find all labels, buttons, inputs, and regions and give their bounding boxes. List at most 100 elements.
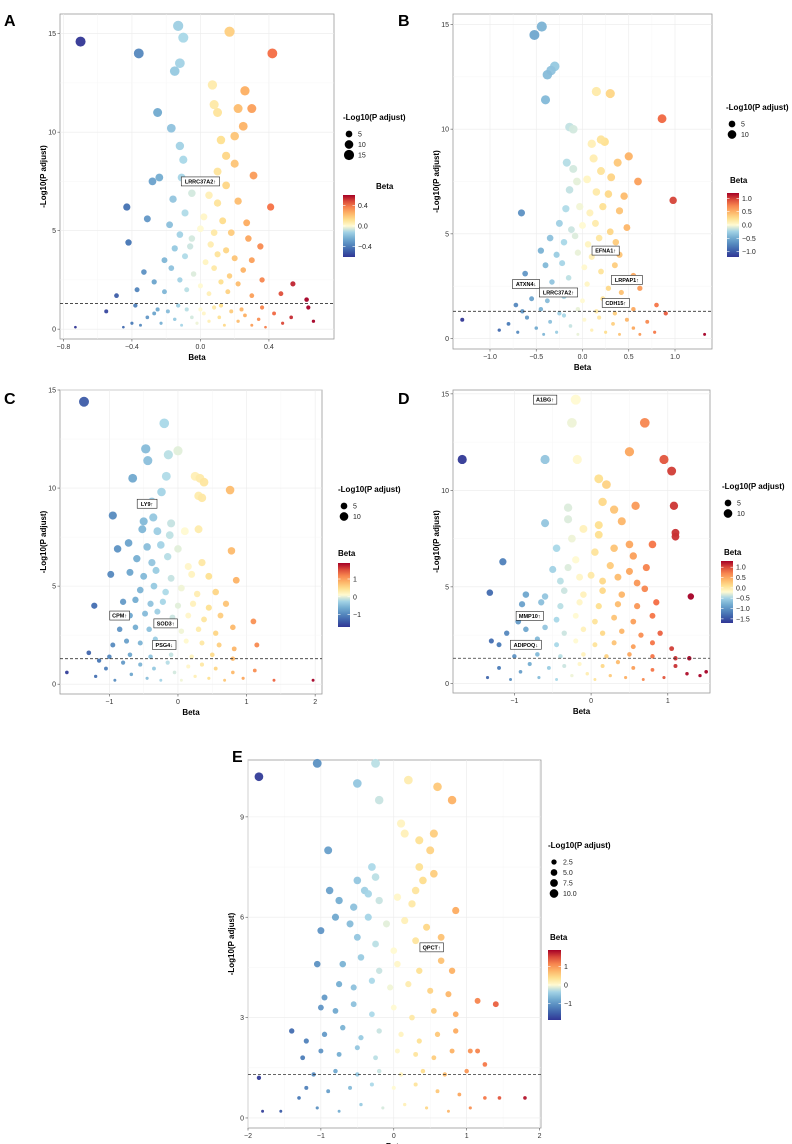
data-point xyxy=(435,1089,440,1094)
data-point xyxy=(649,640,655,646)
data-point xyxy=(371,873,380,881)
data-point xyxy=(611,262,618,269)
data-point xyxy=(653,330,657,334)
data-point xyxy=(669,646,675,652)
data-point xyxy=(104,309,109,314)
color-legend-title: Beta xyxy=(376,182,394,191)
data-point xyxy=(289,315,293,320)
data-point xyxy=(317,1004,324,1011)
data-point xyxy=(597,315,602,320)
data-point xyxy=(225,485,235,495)
data-point xyxy=(518,669,523,674)
gene-annotation-label: ATXN4↓ xyxy=(516,282,537,288)
data-point xyxy=(413,1051,419,1057)
y-tick-label: 0 xyxy=(240,1115,244,1122)
data-point xyxy=(497,665,501,670)
data-point xyxy=(86,650,92,656)
data-point xyxy=(217,612,224,619)
data-point xyxy=(300,1055,306,1061)
data-point xyxy=(122,325,125,329)
data-point xyxy=(606,562,614,570)
data-point xyxy=(394,960,401,968)
data-point xyxy=(529,29,540,40)
data-point xyxy=(254,642,260,648)
data-point xyxy=(198,307,203,312)
data-point xyxy=(188,189,196,198)
data-point xyxy=(358,1035,364,1041)
data-point xyxy=(250,323,254,327)
data-point xyxy=(335,896,343,905)
data-point xyxy=(238,121,248,131)
x-axis-title: Beta xyxy=(188,353,206,362)
data-point xyxy=(178,584,185,592)
data-point xyxy=(312,758,322,768)
data-point xyxy=(594,309,599,314)
x-tick-label: 1 xyxy=(666,698,670,705)
data-point xyxy=(79,396,89,407)
x-tick-label: −0.4 xyxy=(125,344,139,351)
data-point xyxy=(464,1068,469,1074)
data-point xyxy=(154,608,161,615)
data-point xyxy=(409,1014,415,1021)
data-point xyxy=(576,332,580,336)
data-point xyxy=(549,565,557,574)
data-point xyxy=(564,563,572,572)
data-point xyxy=(140,572,148,580)
y-axis-title: -Log10(P adjust) xyxy=(39,145,48,208)
data-point xyxy=(604,654,609,659)
axes: −1.0 −0.5 0.0 0.5 1.0 0 5 10 15 Beta -Log10(P adju… xyxy=(432,22,680,372)
data-point xyxy=(165,531,174,540)
data-point xyxy=(134,287,140,293)
data-point xyxy=(210,229,218,236)
data-point xyxy=(641,678,645,681)
y-tick-label: 5 xyxy=(52,228,56,235)
data-point xyxy=(611,640,617,646)
data-point xyxy=(193,590,201,598)
data-point xyxy=(396,819,406,828)
data-point xyxy=(634,177,642,186)
data-point xyxy=(223,247,230,254)
data-point xyxy=(605,285,612,291)
data-point xyxy=(184,287,190,293)
data-point xyxy=(272,678,276,682)
size-legend-swatch xyxy=(343,149,355,161)
data-point xyxy=(659,454,669,465)
y-tick-label: 15 xyxy=(441,391,449,398)
data-point xyxy=(620,192,628,200)
gene-annotation-label: QPCT↑ xyxy=(423,945,441,951)
data-point xyxy=(568,534,576,543)
data-point xyxy=(249,171,258,180)
data-point xyxy=(553,251,560,258)
data-point xyxy=(398,1031,404,1037)
data-point xyxy=(183,638,189,644)
data-point xyxy=(416,967,423,974)
gridlines xyxy=(247,760,541,1128)
data-point xyxy=(257,243,264,250)
data-point xyxy=(199,477,209,487)
gene-annotation: LRRC37A2↑ xyxy=(538,287,578,298)
y-tick-label: 10 xyxy=(48,130,56,137)
data-point xyxy=(555,678,559,681)
data-point xyxy=(168,652,174,658)
size-legend-label: 10 xyxy=(737,511,745,518)
data-point xyxy=(492,1001,499,1008)
panel-b: BEFNA1↑ATXN4↓LRRC37A2↑LRPAP1↑CDH15↑−1.0−… xyxy=(398,13,789,372)
data-point xyxy=(630,618,637,625)
data-point xyxy=(512,654,517,659)
data-point xyxy=(538,306,544,312)
data-point xyxy=(172,670,177,675)
data-point xyxy=(387,984,394,991)
data-point xyxy=(572,454,582,465)
data-point xyxy=(485,675,490,680)
size-legend: -Log10(P adjust) 5 10 xyxy=(338,485,401,521)
data-point xyxy=(317,927,325,935)
data-point xyxy=(570,673,574,678)
data-point xyxy=(575,306,581,312)
x-tick-label: −0.8 xyxy=(57,344,71,351)
gene-annotation-box xyxy=(419,942,444,953)
data-point xyxy=(190,271,197,277)
data-point xyxy=(579,524,588,533)
color-legend-label: −1.5 xyxy=(736,616,750,623)
x-tick-label: 1 xyxy=(465,1133,469,1140)
